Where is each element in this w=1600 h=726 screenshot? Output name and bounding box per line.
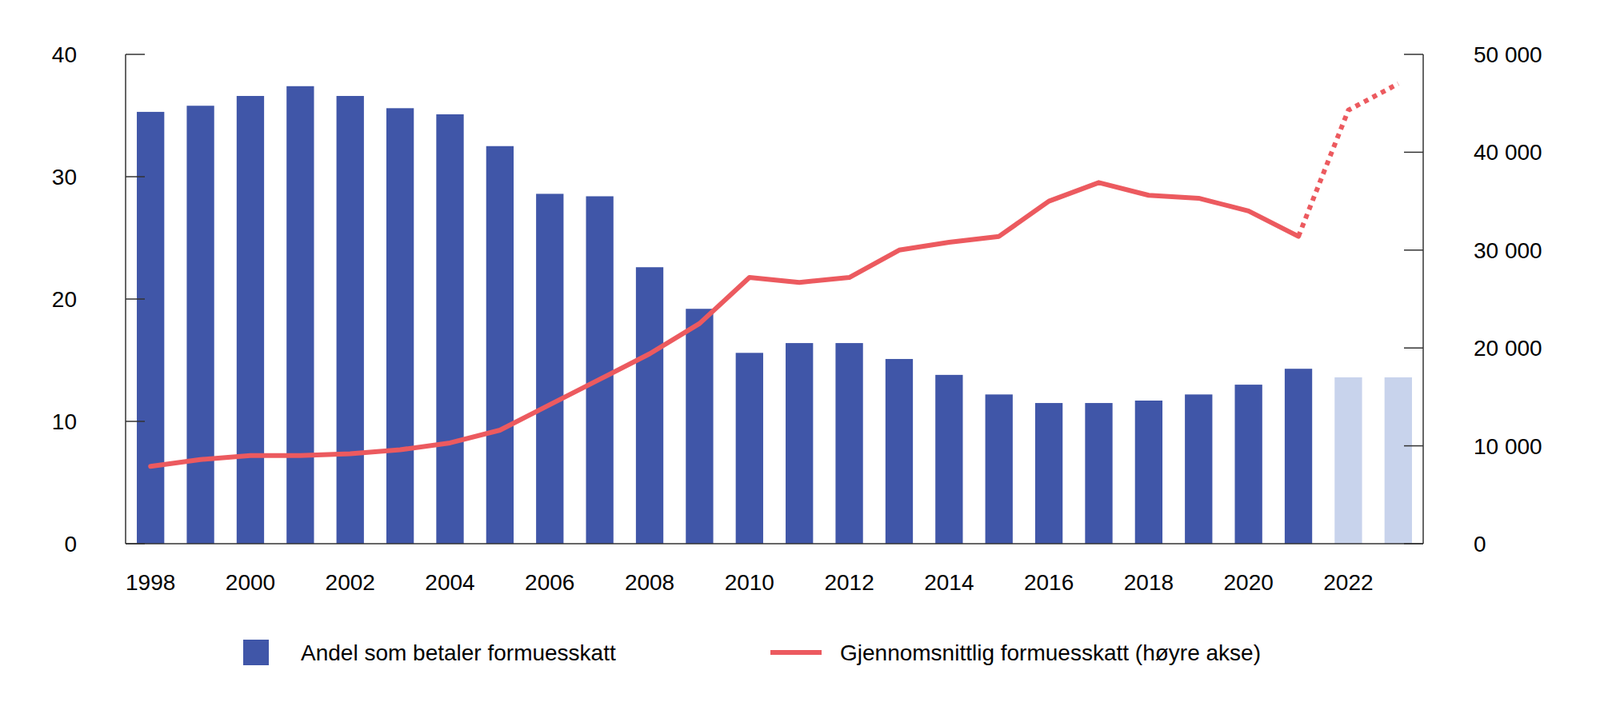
bar	[1384, 377, 1412, 544]
x-tick-label: 2018	[1124, 570, 1174, 596]
bar	[1035, 403, 1063, 544]
x-tick-label: 1998	[125, 570, 176, 596]
legend-label: Andel som betaler formuesskatt	[300, 640, 616, 666]
x-axis-line	[125, 543, 1424, 545]
bar	[736, 352, 764, 544]
chart: 0 10 20 30 40 0 10 000 20 000 30 000 40 000 50 000…	[0, 0, 1600, 726]
legend-swatch	[243, 640, 269, 666]
y-tick-label: 30	[52, 164, 77, 190]
bar	[436, 114, 464, 544]
x-tick-label: 2008	[624, 570, 675, 596]
bar	[885, 359, 913, 544]
y2-axis-line	[1422, 54, 1424, 544]
y-tick	[125, 53, 145, 56]
bar	[1284, 368, 1312, 544]
x-tick-label: 2012	[824, 570, 874, 596]
y-tick-label: 0	[64, 532, 77, 557]
bar	[186, 105, 214, 544]
y-tick	[125, 176, 145, 178]
bar	[985, 394, 1013, 544]
x-tick-label: 2010	[724, 570, 775, 596]
bar	[785, 343, 813, 544]
bar	[286, 86, 314, 544]
bar	[636, 267, 664, 544]
bar	[236, 96, 264, 544]
bar	[536, 193, 564, 544]
y2-tick	[1404, 249, 1424, 252]
y2-tick	[1404, 152, 1424, 154]
x-tick-label: 2020	[1224, 570, 1274, 596]
x-tick-label: 2016	[1024, 570, 1074, 596]
bar	[1084, 403, 1112, 544]
y2-tick-label: 20 000	[1473, 336, 1543, 361]
bar	[935, 375, 963, 544]
line	[150, 182, 1299, 467]
x-tick-label: 2014	[924, 570, 974, 596]
bar	[336, 96, 364, 544]
y-tick	[125, 420, 145, 423]
bar	[835, 343, 863, 544]
y-tick-label: 10	[52, 409, 77, 435]
y2-tick	[1404, 347, 1424, 349]
x-tick-label: 2022	[1323, 570, 1373, 596]
legend-swatch	[770, 650, 822, 656]
bar	[1184, 394, 1212, 544]
y2-tick	[1404, 53, 1424, 56]
bar	[585, 196, 613, 544]
line	[1298, 84, 1399, 237]
y2-tick	[1404, 543, 1424, 545]
legend-label: Gjennomsnittlig formuesskatt (høyre akse…	[840, 640, 1261, 666]
bar	[486, 146, 514, 544]
y-tick	[125, 543, 145, 545]
x-tick-label: 2006	[524, 570, 575, 596]
y2-tick-label: 0	[1473, 532, 1487, 557]
plot-area	[136, 84, 1412, 544]
y-tick-label: 20	[52, 287, 77, 312]
y2-tick-label: 50 000	[1473, 42, 1543, 68]
y2-tick	[1404, 445, 1424, 448]
x-tick-label: 2004	[424, 570, 475, 596]
x-tick-label: 2002	[325, 570, 376, 596]
y2-tick-label: 10 000	[1473, 434, 1543, 460]
bar	[685, 308, 713, 544]
bar	[386, 108, 414, 544]
y-tick-label: 40	[52, 42, 77, 68]
x-tick-label: 2000	[225, 570, 276, 596]
bar	[1234, 384, 1262, 544]
y2-tick-label: 30 000	[1473, 238, 1543, 264]
y-tick	[125, 298, 145, 300]
bar	[1334, 377, 1362, 544]
bar	[1135, 400, 1163, 544]
y2-tick-label: 40 000	[1473, 140, 1543, 165]
